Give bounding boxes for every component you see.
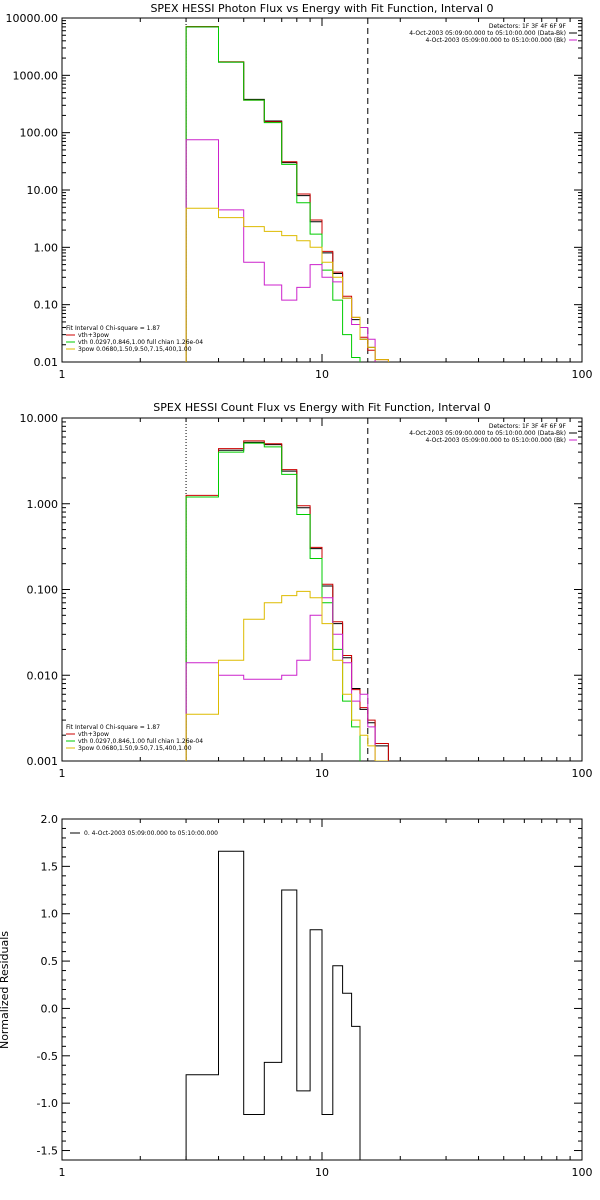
series-line-2 [185, 442, 361, 761]
y-tick-label: 0.001 [27, 755, 59, 768]
x-tick-label: 100 [572, 1166, 593, 1179]
legend-entry: 4-Oct-2003 05:09:00.000 to 05:10:00.000 … [426, 437, 567, 444]
y-tick-label: 10.000 [20, 412, 59, 425]
y-tick-label: 0.0 [41, 1002, 59, 1015]
legend-entry: 4-Oct-2003 05:09:00.000 to 05:10:00.000 … [426, 37, 567, 44]
x-tick-label: 1 [59, 767, 66, 780]
y-axis-label: Normalized Residuals [0, 931, 11, 1049]
series-line-0 [185, 850, 369, 1160]
legend-entry: vth+3pow [78, 332, 109, 339]
legend-entry: vth 0.0297,0.846,1.00 full chian 1.26e-0… [78, 339, 203, 346]
legend-entry: vth 0.0297,0.846,1.00 full chian 1.26e-0… [78, 738, 203, 745]
legend-entry: Detectors: 1F 3F 4F 6F 9F [489, 423, 567, 430]
legend-entry: Fit Interval 0 Chi-square = 1.87 [66, 724, 160, 731]
legend-entry: 3pow 0.0680,1.50,9.50,7.15,400,1.00 [78, 745, 192, 752]
x-tick-label: 100 [572, 767, 593, 780]
y-tick-label: 0.010 [27, 669, 59, 682]
y-tick-label: -1.5 [37, 1145, 58, 1158]
series-line-2 [185, 26, 361, 362]
y-tick-label: 1.5 [41, 860, 59, 873]
plot-frame [61, 17, 583, 363]
legend-entry: 3pow 0.0680,1.50,9.50,7.15,400,1.00 [78, 346, 192, 353]
count-flux-chart: SPEX HESSI Count Flux vs Energy with Fit… [20, 401, 593, 780]
legend-entry: 4-Oct-2003 05:09:00.000 to 05:10:00.000 … [409, 430, 566, 437]
y-tick-label: 0.01 [34, 356, 59, 369]
chart-title: SPEX HESSI Photon Flux vs Energy with Fi… [150, 2, 493, 15]
y-tick-label: 0.10 [34, 299, 59, 312]
x-tick-label: 1 [59, 1166, 66, 1179]
x-tick-label: 10 [315, 368, 329, 381]
legend-entry: Fit Interval 0 Chi-square = 1.87 [66, 325, 160, 332]
series-line-4 [185, 207, 389, 362]
y-tick-label: 1000.00 [13, 69, 59, 82]
series-line-1 [185, 440, 389, 761]
series-line-3 [185, 597, 376, 761]
y-tick-label: 10000.00 [6, 12, 59, 25]
y-tick-label: 0.100 [27, 584, 59, 597]
series-line-1 [185, 26, 389, 362]
series-line-3 [185, 139, 376, 362]
y-tick-label: 10.00 [27, 184, 59, 197]
y-tick-label: 2.0 [41, 813, 59, 826]
y-tick-label: -0.5 [37, 1050, 58, 1063]
y-tick-label: -1.0 [37, 1097, 58, 1110]
x-tick-label: 10 [315, 1166, 329, 1179]
photon-flux-chart: SPEX HESSI Photon Flux vs Energy with Fi… [6, 2, 593, 381]
series-line-4 [185, 590, 389, 761]
y-tick-label: 1.000 [27, 498, 59, 511]
x-tick-label: 10 [315, 767, 329, 780]
chart-title: SPEX HESSI Count Flux vs Energy with Fit… [153, 401, 490, 414]
y-tick-label: 1.0 [41, 908, 59, 921]
x-tick-label: 1 [59, 368, 66, 381]
x-tick-label: 100 [572, 368, 593, 381]
y-tick-label: 100.00 [20, 127, 59, 140]
y-tick-label: 0.5 [41, 955, 59, 968]
series-line-0 [185, 441, 389, 761]
y-tick-label: 1.00 [34, 241, 59, 254]
legend-entry: Detectors: 1F 3F 4F 6F 9F [489, 23, 567, 30]
legend-entry: 0. 4-Oct-2003 05:09:00.000 to 05:10:00.0… [84, 830, 218, 837]
residuals-chart: Normalized Residuals 1 10 100 2.0 1.5 1.0 0.5 0… [0, 813, 593, 1179]
legend-entry: vth+3pow [78, 731, 109, 738]
series-line-0 [185, 26, 389, 362]
legend-entry: 4-Oct-2003 05:09:00.000 to 05:10:00.000 … [409, 30, 566, 37]
